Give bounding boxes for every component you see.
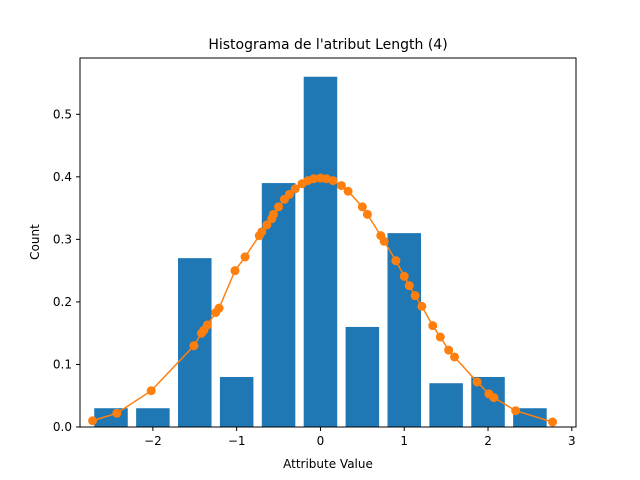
density-point bbox=[257, 227, 267, 237]
density-point bbox=[404, 281, 414, 291]
density-point bbox=[202, 320, 212, 330]
y-tick-label: 0.1 bbox=[53, 357, 72, 371]
bars-layer bbox=[94, 76, 547, 428]
plot-frame bbox=[79, 57, 577, 428]
density-point bbox=[444, 345, 454, 355]
density-point bbox=[417, 301, 427, 311]
density-point bbox=[189, 341, 199, 351]
histogram-bar bbox=[136, 408, 170, 427]
density-point bbox=[336, 181, 346, 191]
y-axis-title: Count bbox=[28, 224, 42, 260]
x-axis: −2 −1 0 1 2 3 bbox=[144, 427, 576, 448]
histogram-bar bbox=[429, 383, 463, 427]
chart-title: Histograma de l'atribut Length (4) bbox=[208, 37, 447, 53]
density-point bbox=[269, 209, 279, 219]
histogram-bar bbox=[345, 326, 380, 427]
y-tick-label: 0.0 bbox=[53, 420, 72, 434]
density-point bbox=[489, 393, 499, 403]
density-point bbox=[450, 352, 460, 362]
x-axis-title: Attribute Value bbox=[283, 457, 373, 471]
density-point bbox=[112, 408, 122, 418]
density-point bbox=[362, 209, 372, 219]
x-tick-label: 3 bbox=[568, 434, 576, 448]
x-tick-label: −1 bbox=[228, 434, 246, 448]
density-point bbox=[343, 186, 353, 196]
density-point bbox=[274, 202, 284, 212]
x-tick-label: −2 bbox=[144, 434, 162, 448]
density-line-layer bbox=[88, 173, 558, 427]
y-tick-label: 0.5 bbox=[53, 107, 72, 121]
x-tick-label: 0 bbox=[317, 434, 325, 448]
density-point bbox=[284, 189, 294, 199]
y-tick-label: 0.2 bbox=[53, 295, 72, 309]
density-point bbox=[262, 220, 272, 230]
histogram-bar bbox=[261, 183, 296, 427]
density-point bbox=[410, 291, 420, 301]
histogram-bar bbox=[303, 76, 338, 428]
density-point bbox=[230, 266, 240, 276]
density-point bbox=[357, 202, 367, 212]
y-axis: 0.0 0.1 0.2 0.3 0.4 0.5 bbox=[53, 107, 80, 434]
histogram-bar bbox=[219, 376, 254, 427]
density-point bbox=[399, 271, 409, 281]
density-point bbox=[328, 176, 338, 186]
density-point bbox=[435, 332, 445, 342]
x-tick-label: 1 bbox=[400, 434, 408, 448]
density-point bbox=[391, 256, 401, 266]
density-point bbox=[290, 184, 300, 194]
density-point bbox=[240, 252, 250, 262]
density-point bbox=[511, 406, 521, 416]
density-point bbox=[88, 416, 98, 426]
histogram-bar bbox=[387, 233, 421, 427]
density-point bbox=[472, 377, 482, 387]
y-tick-label: 0.3 bbox=[53, 232, 72, 246]
density-point bbox=[146, 386, 156, 396]
density-point bbox=[309, 174, 319, 184]
density-point bbox=[428, 321, 438, 331]
y-tick-label: 0.4 bbox=[53, 170, 72, 184]
density-point bbox=[214, 303, 224, 313]
density-point bbox=[379, 236, 389, 246]
x-tick-label: 2 bbox=[484, 434, 492, 448]
histogram-bar bbox=[94, 408, 128, 427]
density-point bbox=[548, 417, 558, 427]
